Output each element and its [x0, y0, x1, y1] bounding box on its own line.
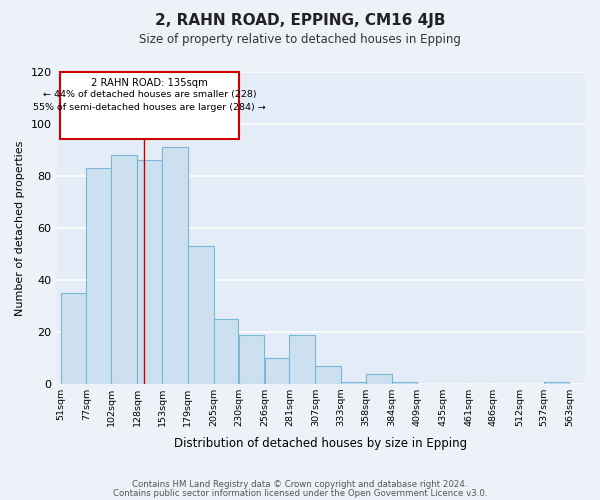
Bar [341, 382, 366, 384]
Bar [188, 246, 214, 384]
Bar [112, 155, 137, 384]
Bar [86, 168, 111, 384]
Bar [316, 366, 341, 384]
Bar [137, 160, 162, 384]
Bar [61, 293, 86, 384]
Text: 2 RAHN ROAD: 135sqm: 2 RAHN ROAD: 135sqm [91, 78, 208, 88]
FancyBboxPatch shape [61, 72, 239, 140]
Text: 55% of semi-detached houses are larger (284) →: 55% of semi-detached houses are larger (… [33, 103, 266, 112]
Text: ← 44% of detached houses are smaller (228): ← 44% of detached houses are smaller (22… [43, 90, 256, 99]
Text: 2, RAHN ROAD, EPPING, CM16 4JB: 2, RAHN ROAD, EPPING, CM16 4JB [155, 12, 445, 28]
X-axis label: Distribution of detached houses by size in Epping: Distribution of detached houses by size … [174, 437, 467, 450]
Text: Contains HM Land Registry data © Crown copyright and database right 2024.: Contains HM Land Registry data © Crown c… [132, 480, 468, 489]
Bar [239, 335, 265, 384]
Bar [162, 147, 188, 384]
Bar [214, 320, 238, 384]
Bar [544, 382, 569, 384]
Text: Size of property relative to detached houses in Epping: Size of property relative to detached ho… [139, 32, 461, 46]
Bar [265, 358, 289, 384]
Bar [366, 374, 392, 384]
Text: Contains public sector information licensed under the Open Government Licence v3: Contains public sector information licen… [113, 488, 487, 498]
Bar [289, 335, 315, 384]
Y-axis label: Number of detached properties: Number of detached properties [15, 140, 25, 316]
Bar [392, 382, 416, 384]
